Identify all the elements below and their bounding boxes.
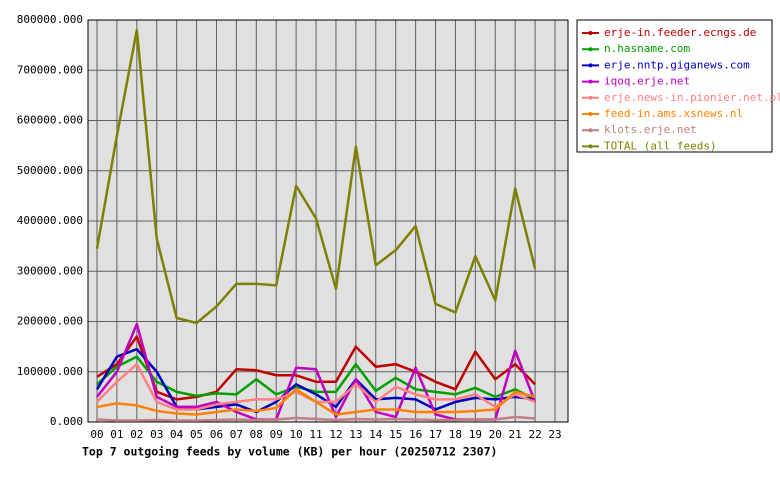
- legend-label: feed-in.ams.xsnews.nl: [604, 107, 743, 120]
- x-tick-label: 05: [190, 428, 203, 441]
- legend-marker: [588, 95, 593, 100]
- y-tick-label: 300000.000: [17, 264, 83, 277]
- y-tick-label: 500000.000: [17, 164, 83, 177]
- x-tick-label: 16: [409, 428, 422, 441]
- y-tick-label: 100000.000: [17, 365, 83, 378]
- x-tick-label: 00: [90, 428, 103, 441]
- legend-label: erje.nntp.giganews.com: [604, 58, 750, 71]
- legend-label: TOTAL (all feeds): [604, 139, 717, 152]
- series-line: [96, 355, 536, 401]
- x-tick-label: 14: [369, 428, 383, 441]
- y-tick-label: 800000.000: [17, 13, 83, 26]
- legend-marker: [588, 31, 593, 35]
- legend-marker: [588, 112, 593, 116]
- x-tick-label: 02: [130, 428, 143, 441]
- legend-label: klots.erje.net: [604, 123, 697, 136]
- legend-marker: [588, 144, 593, 149]
- x-tick-label: 10: [290, 428, 303, 441]
- x-tick-label: 13: [349, 428, 362, 441]
- x-tick-label: 08: [250, 428, 263, 441]
- legend-marker: [588, 79, 593, 84]
- x-tick-label: 15: [389, 428, 402, 441]
- x-tick-label: 19: [469, 428, 482, 441]
- x-tick-label: 07: [230, 428, 243, 441]
- legend-box: [576, 19, 773, 153]
- x-tick-label: 18: [449, 428, 462, 441]
- legend-marker: [588, 63, 593, 68]
- chart-title: Top 7 outgoing feeds by volume (KB) per …: [82, 445, 497, 459]
- series-line: [96, 415, 536, 422]
- legend-marker: [588, 47, 593, 52]
- x-tick-label: 09: [270, 428, 283, 441]
- legend-label: n.hasname.com: [604, 42, 690, 55]
- legend-label: erje-in.feeder.ecngs.de: [604, 26, 756, 39]
- legend-label: erje.news-in.pionier.net.pl: [604, 91, 780, 104]
- legend-label: iqoq.erje.net: [604, 75, 690, 88]
- x-tick-label: 12: [329, 428, 342, 441]
- x-tick-label: 23: [548, 428, 561, 441]
- y-tick-label: 400000.000: [17, 214, 83, 227]
- y-tick-label: 0.000: [50, 415, 83, 428]
- series-line: [96, 388, 536, 416]
- x-tick-label: 22: [528, 428, 541, 441]
- x-tick-label: 20: [489, 428, 502, 441]
- x-tick-label: 03: [150, 428, 163, 441]
- y-tick-label: 200000.000: [17, 315, 83, 328]
- legend-marker: [588, 128, 593, 133]
- y-tick-label: 700000.000: [17, 63, 83, 76]
- x-tick-label: 11: [309, 428, 322, 441]
- x-tick-label: 01: [110, 428, 123, 441]
- x-tick-label: 04: [170, 428, 184, 441]
- series-line: [95, 347, 536, 414]
- x-tick-label: 06: [210, 428, 223, 441]
- x-tick-label: 21: [509, 428, 522, 441]
- y-tick-label: 600000.000: [17, 114, 83, 127]
- series-line: [95, 28, 537, 325]
- plot-border: [87, 19, 569, 423]
- x-tick-label: 17: [429, 428, 442, 441]
